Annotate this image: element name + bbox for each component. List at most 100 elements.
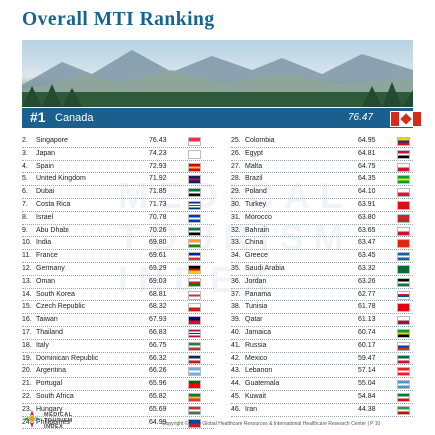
country-flag-icon: [188, 213, 201, 223]
rank-number: 10.: [22, 239, 32, 247]
country-name: Oman: [36, 277, 56, 285]
country-flag-icon: [188, 418, 201, 428]
score-value: 74.23: [149, 149, 167, 157]
ranking-row: 11. France 69.61: [22, 250, 214, 263]
country-flag-icon: [397, 392, 410, 402]
ranking-row: 34. Greece 63.45: [231, 250, 413, 263]
country-name: Philippines: [36, 418, 70, 426]
rank-number: 28.: [231, 175, 241, 183]
country-flag-icon: [188, 303, 201, 313]
rank-number: 43.: [231, 367, 241, 375]
score-value: 63.32: [358, 264, 376, 272]
ranking-row: 38. Tunisia 61.78: [231, 301, 413, 315]
country-flag-icon: [188, 162, 201, 172]
country-name: Germany: [36, 264, 65, 272]
mountain-banner-image: [22, 40, 413, 107]
ranking-row: 29. Poland 64.10: [231, 186, 413, 199]
score-value: 68.81: [149, 290, 167, 298]
country-flag-icon: [397, 252, 410, 262]
rank-number: 27.: [231, 162, 241, 170]
ranking-row: 33. China 63.47: [231, 237, 413, 251]
rank-number: 35.: [231, 264, 241, 272]
score-value: 65.69: [149, 405, 167, 413]
country-flag-icon: [397, 341, 410, 351]
score-value: 64.81: [358, 149, 376, 157]
rank-number: 38.: [231, 303, 241, 311]
ranking-row: 10. India 69.80: [22, 237, 214, 251]
country-name: Colombia: [245, 137, 275, 144]
country-name: South Africa: [36, 392, 74, 400]
score-value: 55.04: [358, 380, 376, 388]
rank-number: 37.: [231, 290, 241, 298]
score-value: 57.14: [358, 367, 376, 375]
rank-number: 6.: [22, 188, 28, 196]
country-name: Malta: [245, 162, 263, 170]
rank-number: 19.: [22, 354, 32, 362]
rank-number: 40.: [231, 328, 241, 336]
score-value: 70.26: [149, 226, 167, 234]
country-name: Lebanon: [245, 367, 273, 375]
country-name: Bahrain: [245, 226, 270, 234]
ranking-row: 14. South Korea 68.81: [22, 289, 214, 302]
country-name: Taiwan: [36, 316, 58, 324]
country-name: Panama: [245, 290, 272, 298]
ranking-row: 17. Thailand 66.83: [22, 327, 214, 340]
country-flag-icon: [188, 252, 201, 262]
ranking-row: 25. Colombia 64.95: [231, 135, 413, 148]
top-rank-number: #1: [30, 109, 46, 125]
country-name: Japan: [36, 149, 56, 157]
rank-number: 13.: [22, 277, 32, 285]
country-flag-icon: [188, 405, 201, 415]
rank-number: 34.: [231, 252, 241, 260]
country-flag-icon: [188, 188, 201, 198]
ranking-row: 13. Oman 69.03: [22, 276, 214, 289]
country-name: South Korea: [36, 290, 75, 298]
score-value: 64.10: [358, 188, 376, 196]
country-name: Iran: [245, 405, 258, 413]
country-flag-icon: [397, 213, 410, 223]
rank-number: 20.: [22, 367, 32, 375]
ranking-row: 9. Abu Dhabi 70.26: [22, 225, 214, 238]
score-value: 66.83: [149, 328, 167, 336]
country-name: China: [245, 239, 264, 247]
rank-number: 23.: [22, 405, 32, 413]
country-name: Saudi Arabia: [245, 264, 285, 272]
ranking-row: 45. Kuwait 54.84: [231, 391, 413, 404]
country-name: Jamaica: [245, 328, 272, 336]
country-name: France: [36, 252, 58, 260]
country-name: Brazil: [245, 175, 263, 183]
score-value: 71.73: [149, 200, 167, 208]
top-rank-score: 76.47: [348, 112, 374, 123]
ranking-row: 15. Czech Republic 68.32: [22, 301, 214, 315]
country-name: Portugal: [36, 380, 63, 388]
country-flag-icon: [397, 188, 410, 198]
score-value: 69.80: [149, 239, 167, 247]
country-flag-icon: [397, 200, 410, 210]
rank-number: 3.: [22, 149, 28, 157]
country-flag-icon: [397, 354, 410, 364]
country-flag-icon: [188, 200, 201, 210]
rank-number: 16.: [22, 316, 32, 324]
score-value: 71.92: [149, 175, 167, 183]
ranking-row: 20. Argentina 66.26: [22, 365, 214, 379]
ranking-row: 44. Guatemala 55.04: [231, 378, 413, 391]
country-flag-icon: [188, 341, 201, 351]
rank-number: 7.: [22, 200, 28, 208]
country-flag-icon: [397, 380, 410, 390]
rank-number: 15.: [22, 303, 32, 311]
ranking-row: 12. Germany 69.29: [22, 263, 214, 276]
ranking-row: 21. Portugal 65.96: [22, 378, 214, 391]
top-rank-country: Canada: [55, 112, 94, 124]
rank-number: 46.: [231, 405, 241, 413]
ranking-column-right: 25. Colombia 64.95 26. Egypt 64.81 27. Malta 64.…: [231, 135, 413, 417]
ranking-row: 5. United Kingdom 71.92: [22, 173, 214, 187]
country-name: Italy: [36, 341, 49, 349]
score-value: 44.38: [358, 405, 376, 413]
ranking-row: 32. Bahrain 63.65: [231, 225, 413, 238]
rank-number: 39.: [231, 316, 241, 324]
rank-number: 32.: [231, 226, 241, 234]
score-value: 63.91: [358, 200, 376, 208]
country-flag-icon: [397, 277, 410, 287]
rank-number: 14.: [22, 290, 32, 298]
ranking-row: 28. Brazil 64.35: [231, 173, 413, 187]
